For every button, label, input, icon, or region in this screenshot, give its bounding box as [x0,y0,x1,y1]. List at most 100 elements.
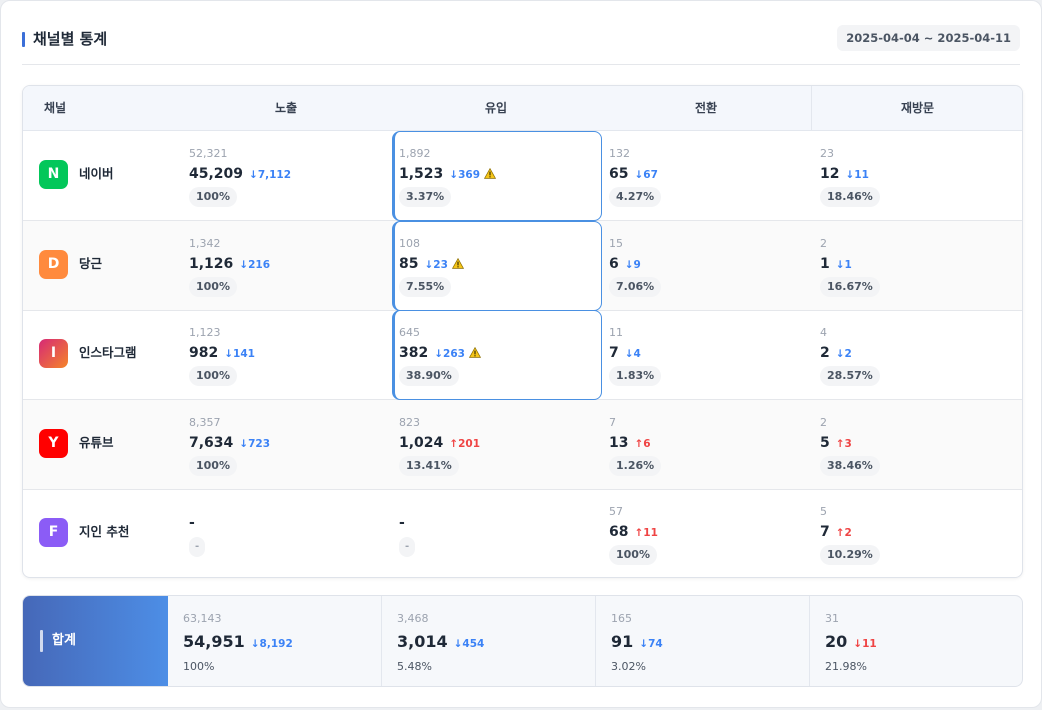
change-delta: ↓2 [835,348,852,361]
cell-impressions: 1,123 982 ↓141 100% [189,310,379,400]
current-value-line: 91 ↓74 [611,632,663,654]
previous-value: 645 [399,326,420,340]
current-value: 5 [820,434,830,451]
table-row[interactable]: N 네이버 52,321 45,209 ↓7,112 100% 1,892 1,523 ↓369… [23,131,1022,221]
channel-badge-icon: N [39,160,68,189]
previous-value: 8,357 [189,415,221,429]
total-divider [595,596,596,686]
ratio-badge: 100% [189,187,237,207]
ratio-badge: 10.29% [820,545,880,566]
current-value-line: 7,634 ↓723 [189,434,270,453]
previous-value: 63,143 [183,612,222,625]
current-value-line: 3,014 ↓454 [397,632,484,654]
current-value: 382 [399,345,429,362]
current-value-line: 982 ↓141 [189,344,255,363]
current-value-line: 7 ↓4 [609,344,641,363]
cell-conversion: 15 6 ↓9 7.06% [609,221,799,311]
change-delta: ↓369 [449,169,481,181]
change-delta: ↓1 [835,258,852,271]
current-value: 68 [609,524,629,541]
current-value: 1 [820,255,830,272]
cell-inflow: 823 1,024 ↑201 13.41% [399,400,589,490]
col-header-channel: 채널 [43,101,67,115]
current-value-line: 1 ↓1 [820,255,852,274]
previous-value: 31 [825,612,839,625]
current-value: 65 [609,166,629,182]
change-delta: ↓141 [224,348,255,361]
cell-revisit: 4 2 ↓2 28.57% [820,310,1010,400]
card-header: 채널별 통계 2025-04-04 ~ 2025-04-11 [22,23,1020,65]
col-header-impressions: 노출 [274,101,298,115]
total-cell-impressions: 63,143 54,951 ↓8,192 100% [183,596,373,686]
change-delta: ↓723 [239,437,271,450]
table-row[interactable]: F 지인 추천 - - - -57 68 ↑11 100% 5 7 ↑2 10.29% [23,489,1022,577]
change-delta: ↓216 [239,258,271,271]
previous-value: 1,892 [399,147,431,160]
previous-value: 7 [609,415,616,429]
ratio-badge: 3.02% [611,660,646,673]
cell-impressions: 8,357 7,634 ↓723 100% [189,400,379,490]
current-value-line: 1,024 ↑201 [399,434,480,453]
previous-value: 3,468 [397,612,429,625]
change-delta: ↓8,192 [250,638,293,650]
total-label: 합계 [52,633,76,648]
cell-inflow: -- [399,489,589,577]
ratio-badge: 5.48% [397,660,432,673]
current-value: 3,014 [397,632,448,651]
current-value: 1,126 [189,255,234,272]
previous-value: 1,123 [189,326,221,340]
channel-name: 유튜브 [79,434,114,450]
change-delta: ↓67 [634,169,658,181]
current-value: 2 [820,345,830,362]
empty-ratio: - [399,537,416,558]
current-value: 7 [609,345,619,362]
channel-name: 인스타그램 [79,345,137,361]
ratio-badge: 100% [189,366,237,387]
ratio-badge: 13.41% [399,455,459,476]
current-value-line: 5 ↑3 [820,434,852,453]
ratio-badge: 3.37% [399,187,452,207]
ratio-badge: 100% [189,455,237,476]
previous-value: 823 [399,415,420,429]
current-value: 7 [820,524,830,541]
cell-conversion: 132 65 ↓67 4.27% [609,131,799,221]
change-delta: ↓9 [624,258,641,271]
date-range-badge[interactable]: 2025-04-04 ~ 2025-04-11 [837,25,1020,51]
cell-impressions: 52,321 45,209 ↓7,112 100% [189,131,379,221]
ratio-badge: 18.46% [820,187,880,207]
table-row[interactable]: I 인스타그램 1,123 982 ↓141 100% 645 382 ↓263 38.90% 11… [23,310,1022,401]
total-divider [381,596,382,686]
inflow-warning-highlight [392,220,602,311]
current-value: 13 [609,434,629,451]
current-value-line: 1,523 ↓369 [399,165,497,184]
current-value: 20 [825,632,848,651]
current-value-line: 68 ↑11 [609,523,658,542]
change-delta: ↓4 [624,348,641,361]
previous-value: 11 [609,326,623,340]
total-divider [809,596,810,686]
col-header-revisit: 재방문 [900,101,935,115]
table-row[interactable]: Y 유튜브 8,357 7,634 ↓723 100% 823 1,024 ↑201 13.41%… [23,399,1022,490]
current-value-line: 2 ↓2 [820,344,852,363]
warning-icon [468,345,482,363]
change-delta: ↑6 [634,437,651,450]
previous-value: 165 [611,612,632,625]
current-value: 54,951 [183,632,245,651]
ratio-badge: 1.26% [609,455,662,476]
channel-stats-table: 채널 노출 유입 전환 재방문 N 네이버 52,321 45,209 ↓7,112 10… [22,85,1023,578]
channel-name: 지인 추천 [79,524,130,540]
table-row[interactable]: D 당근 1,342 1,126 ↓216 100% 108 85 ↓23 7.55% 15 6 ↓9 7… [23,220,1022,311]
ratio-badge: 100% [609,545,657,566]
cell-revisit: 5 7 ↑2 10.29% [820,489,1010,577]
col-header-inflow: 유입 [484,101,508,115]
col-header-conversion: 전환 [694,101,718,115]
cell-inflow: 108 85 ↓23 7.55% [399,221,589,311]
previous-value: 5 [820,505,827,519]
current-value-line: 13 ↑6 [609,434,651,453]
col-header-divider [811,86,812,131]
current-value: 1,024 [399,434,444,451]
channel-name: 당근 [79,255,103,271]
cell-revisit: 23 12 ↓11 18.46% [820,131,1010,221]
cell-inflow: 645 382 ↓263 38.90% [399,310,589,400]
